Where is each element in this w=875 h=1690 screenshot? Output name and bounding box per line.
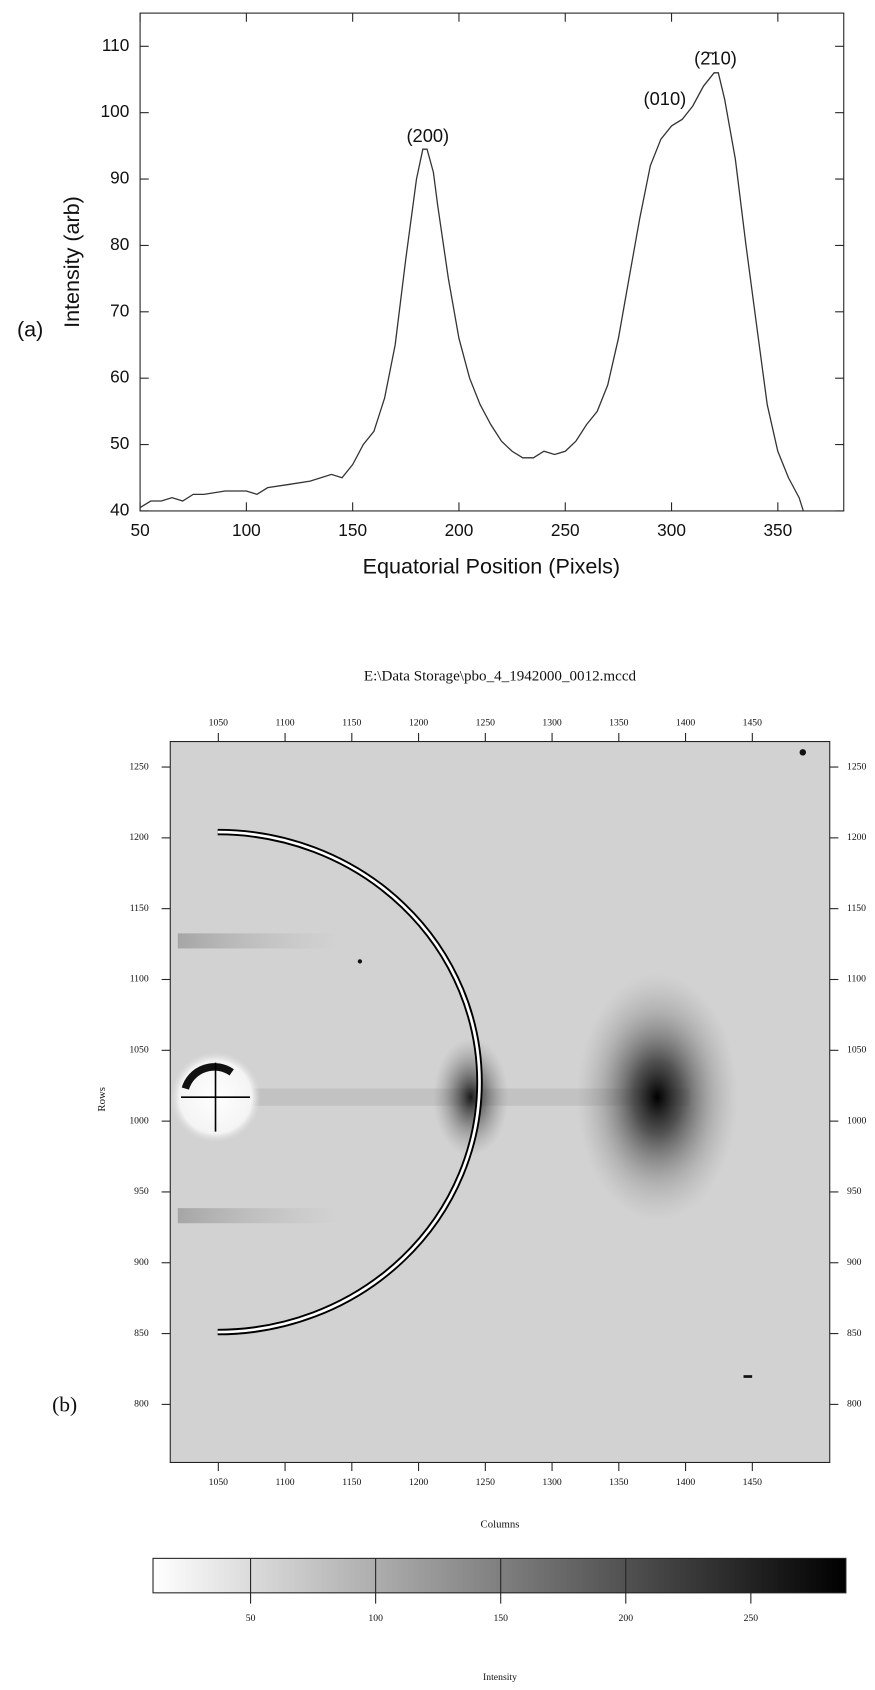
y-tick-label: 1000 <box>847 1115 867 1126</box>
x-tick-label: 1150 <box>342 717 361 728</box>
x-tick-label: 100 <box>232 520 261 540</box>
x-tick-label: 250 <box>551 520 580 540</box>
y-tick-label: 50 <box>110 433 129 453</box>
y-tick-label: 1000 <box>129 1115 149 1126</box>
x-tick-label: 200 <box>445 520 474 540</box>
y-tick-label: 1050 <box>129 1045 149 1056</box>
plot-frame <box>139 12 845 512</box>
y-tick-label: 950 <box>847 1186 862 1197</box>
x-tick-label: 150 <box>338 520 367 540</box>
y-axis-label: Intensity (arb) <box>59 196 84 328</box>
dust-spot <box>799 749 807 756</box>
peak-annotation: (010) <box>644 88 687 109</box>
y-tick-label: 70 <box>110 300 129 320</box>
y-tick-label: 60 <box>110 367 129 387</box>
y-tick-label: 1150 <box>847 903 866 914</box>
y-tick-label: 80 <box>110 234 129 254</box>
x-tick-label: 1100 <box>276 1477 295 1488</box>
x-tick-label: 1050 <box>209 1477 229 1488</box>
y-tick-label: 950 <box>134 1186 149 1197</box>
y-tick-label: 1200 <box>129 832 149 843</box>
colorbar <box>152 1557 847 1594</box>
y-tick-label: 900 <box>134 1257 149 1268</box>
peak-annotation: (200) <box>406 125 449 146</box>
streak <box>177 1208 340 1224</box>
x-tick-label: 1250 <box>476 1477 496 1488</box>
y-tick-label: 100 <box>101 101 130 121</box>
y-tick-label: 900 <box>847 1257 862 1268</box>
y-tick-label: 1250 <box>847 761 867 772</box>
x-axis-label: Equatorial Position (Pixels) <box>363 554 620 579</box>
diffraction-spot <box>576 973 739 1222</box>
y-tick-label: 110 <box>102 35 129 55</box>
x-tick-label: 1300 <box>542 1477 562 1488</box>
intensity-line <box>139 72 804 512</box>
y-tick-label: 1150 <box>130 903 149 914</box>
y-tick-label: 800 <box>847 1399 862 1410</box>
y-axis-label: Rows <box>96 1087 108 1112</box>
colorbar-tick-label: 150 <box>493 1613 508 1624</box>
x-tick-label: 1350 <box>609 717 629 728</box>
x-tick-label: 300 <box>657 520 686 540</box>
x-tick-label: 1300 <box>542 717 562 728</box>
integration-arc <box>217 830 481 1334</box>
colorbar-tick-label: 200 <box>619 1613 634 1624</box>
colorbar-tick-label: 250 <box>744 1613 759 1624</box>
x-tick-label: 1050 <box>209 717 229 728</box>
x-tick-label: 1400 <box>676 1477 696 1488</box>
x-tick-label: 1450 <box>743 717 763 728</box>
colorbar-tick-label: 50 <box>246 1613 256 1624</box>
y-tick-label: 850 <box>847 1328 862 1339</box>
x-tick-label: 1200 <box>409 1477 429 1488</box>
y-tick-label: 1100 <box>847 974 866 985</box>
x-tick-label: 1100 <box>276 717 295 728</box>
image-frame <box>169 741 831 1463</box>
peak-annotation: (2̄10) <box>694 47 737 68</box>
streak <box>177 933 340 949</box>
colorbar-tick-label: 100 <box>368 1613 383 1624</box>
x-tick-label: 1250 <box>476 717 496 728</box>
x-tick-label: 1350 <box>609 1477 629 1488</box>
panel-label: (a) <box>17 317 43 342</box>
x-tick-label: 1150 <box>342 1477 361 1488</box>
x-tick-label: 350 <box>763 520 792 540</box>
x-tick-label: 1450 <box>743 1477 763 1488</box>
y-tick-label: 850 <box>134 1328 149 1339</box>
x-tick-label: 1200 <box>409 717 429 728</box>
x-tick-label: 50 <box>131 520 150 540</box>
y-tick-label: 800 <box>134 1399 149 1410</box>
x-tick-label: 1400 <box>676 717 696 728</box>
colorbar-label: Intensity <box>483 1672 517 1683</box>
y-tick-label: 90 <box>110 168 129 188</box>
panel-label: (b) <box>52 1392 77 1416</box>
y-tick-label: 1250 <box>129 761 149 772</box>
beam-shadow <box>181 1063 234 1090</box>
y-tick-label: 1100 <box>130 974 149 985</box>
image-title: E:\Data Storage\pbo_4_1942000_0012.mccd <box>364 668 637 684</box>
x-axis-label: Columns <box>481 1518 520 1530</box>
y-tick-label: 1200 <box>847 832 867 843</box>
dust-spot <box>357 959 363 964</box>
diffraction-spot <box>433 1037 509 1157</box>
y-tick-label: 40 <box>110 499 129 519</box>
y-tick-label: 1050 <box>847 1045 867 1056</box>
dust-spot <box>743 1375 753 1378</box>
